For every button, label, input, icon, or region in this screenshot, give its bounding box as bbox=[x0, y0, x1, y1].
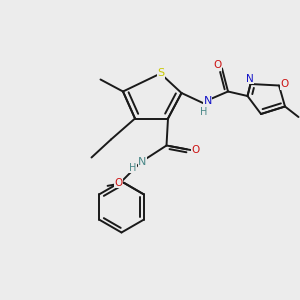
Text: O: O bbox=[280, 79, 289, 89]
Text: N: N bbox=[138, 157, 147, 167]
Text: H: H bbox=[129, 163, 136, 173]
Text: O: O bbox=[192, 145, 200, 155]
Text: N: N bbox=[246, 74, 254, 84]
Text: O: O bbox=[213, 60, 222, 70]
Text: N: N bbox=[203, 96, 212, 106]
Text: S: S bbox=[158, 68, 165, 79]
Text: O: O bbox=[115, 178, 123, 188]
Text: H: H bbox=[200, 107, 208, 117]
